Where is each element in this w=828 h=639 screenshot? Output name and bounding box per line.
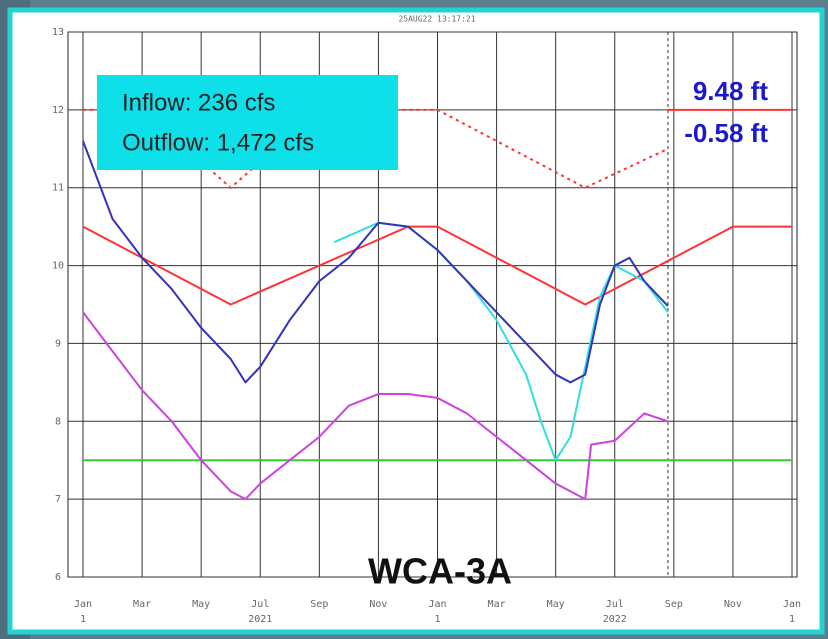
y-tick-label: 8 bbox=[55, 416, 61, 427]
x-tick-label: Mar bbox=[488, 599, 506, 610]
y-tick-label: 12 bbox=[52, 105, 64, 116]
x-tick-label: Mar bbox=[133, 599, 151, 610]
x-tick-label: Jan bbox=[74, 599, 92, 610]
y-tick-label: 7 bbox=[55, 494, 61, 505]
x-tick-label: Jul bbox=[606, 599, 624, 610]
y-tick-label: 10 bbox=[52, 261, 64, 272]
x-tick-sublabel: 1 bbox=[80, 614, 86, 625]
stage-label: 9.48 ft bbox=[693, 76, 768, 106]
outflow: Outflow: 1,472 cfs bbox=[122, 129, 314, 156]
inflow: Inflow: 236 cfs bbox=[122, 89, 275, 116]
x-tick-sublabel: 2022 bbox=[603, 614, 627, 625]
x-tick-sublabel: 1 bbox=[434, 614, 440, 625]
y-tick-label: 6 bbox=[55, 572, 61, 583]
x-tick-label: May bbox=[192, 599, 210, 610]
change-label: -0.58 ft bbox=[684, 118, 768, 148]
x-tick-sublabel: 2021 bbox=[248, 614, 272, 625]
x-tick-label: Jan bbox=[783, 599, 801, 610]
x-tick-label: Sep bbox=[665, 599, 683, 610]
x-tick-label: May bbox=[547, 599, 565, 610]
x-tick-label: Jan bbox=[428, 599, 446, 610]
x-tick-label: Nov bbox=[724, 599, 742, 610]
y-tick-label: 11 bbox=[52, 183, 64, 194]
header: 25AUG22 13:17:21 bbox=[398, 15, 475, 24]
x-tick-sublabel: 1 bbox=[789, 614, 795, 625]
y-tick-label: 9 bbox=[55, 338, 61, 349]
station-label: WCA-3A bbox=[368, 551, 512, 592]
x-tick-label: Nov bbox=[369, 599, 387, 610]
x-tick-label: Jul bbox=[251, 599, 269, 610]
x-tick-label: Sep bbox=[310, 599, 328, 610]
y-tick-label: 13 bbox=[52, 27, 64, 38]
chart: 25AUG22 13:17:21 Inflow: 236 cfs Outflow… bbox=[0, 0, 828, 639]
